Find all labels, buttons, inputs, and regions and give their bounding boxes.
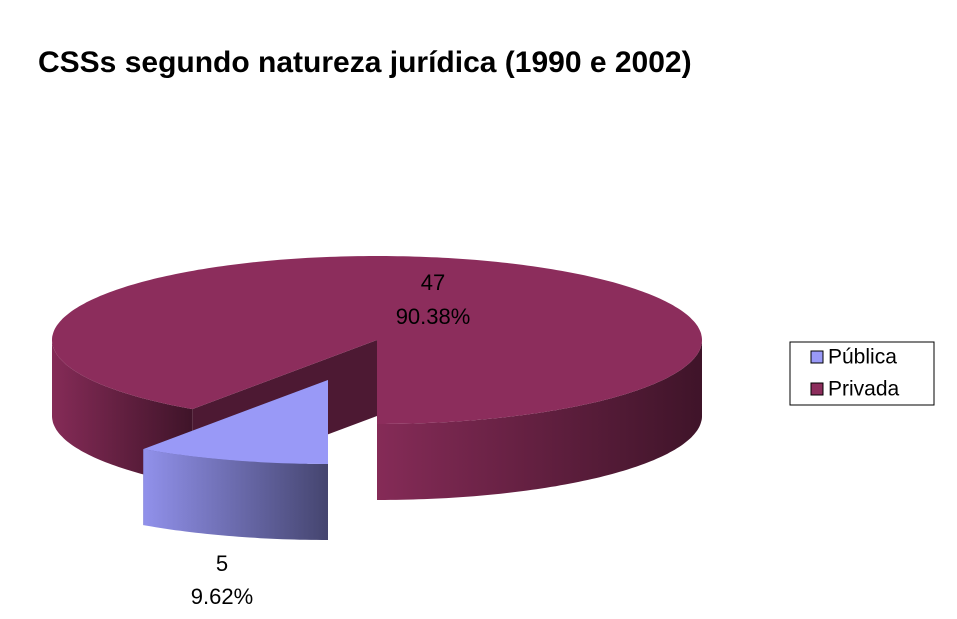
percent-label: 90.38% [396, 304, 471, 329]
legend-label: Pública [828, 346, 897, 369]
chart-title: CSSs segundo natureza jurídica (1990 e 2… [38, 46, 692, 79]
slice [143, 380, 328, 464]
legend-swatch [810, 382, 824, 396]
legend-swatch [810, 350, 824, 364]
data-label: 47 [421, 270, 445, 295]
percent-label: 9.62% [191, 584, 253, 609]
data-label: 5 [216, 551, 228, 576]
slice-side [143, 449, 328, 540]
slice-side [377, 340, 702, 500]
pie [52, 256, 702, 540]
legend-label: Privada [828, 378, 900, 401]
slice [52, 256, 702, 424]
legend: Pública Privada [810, 346, 900, 401]
